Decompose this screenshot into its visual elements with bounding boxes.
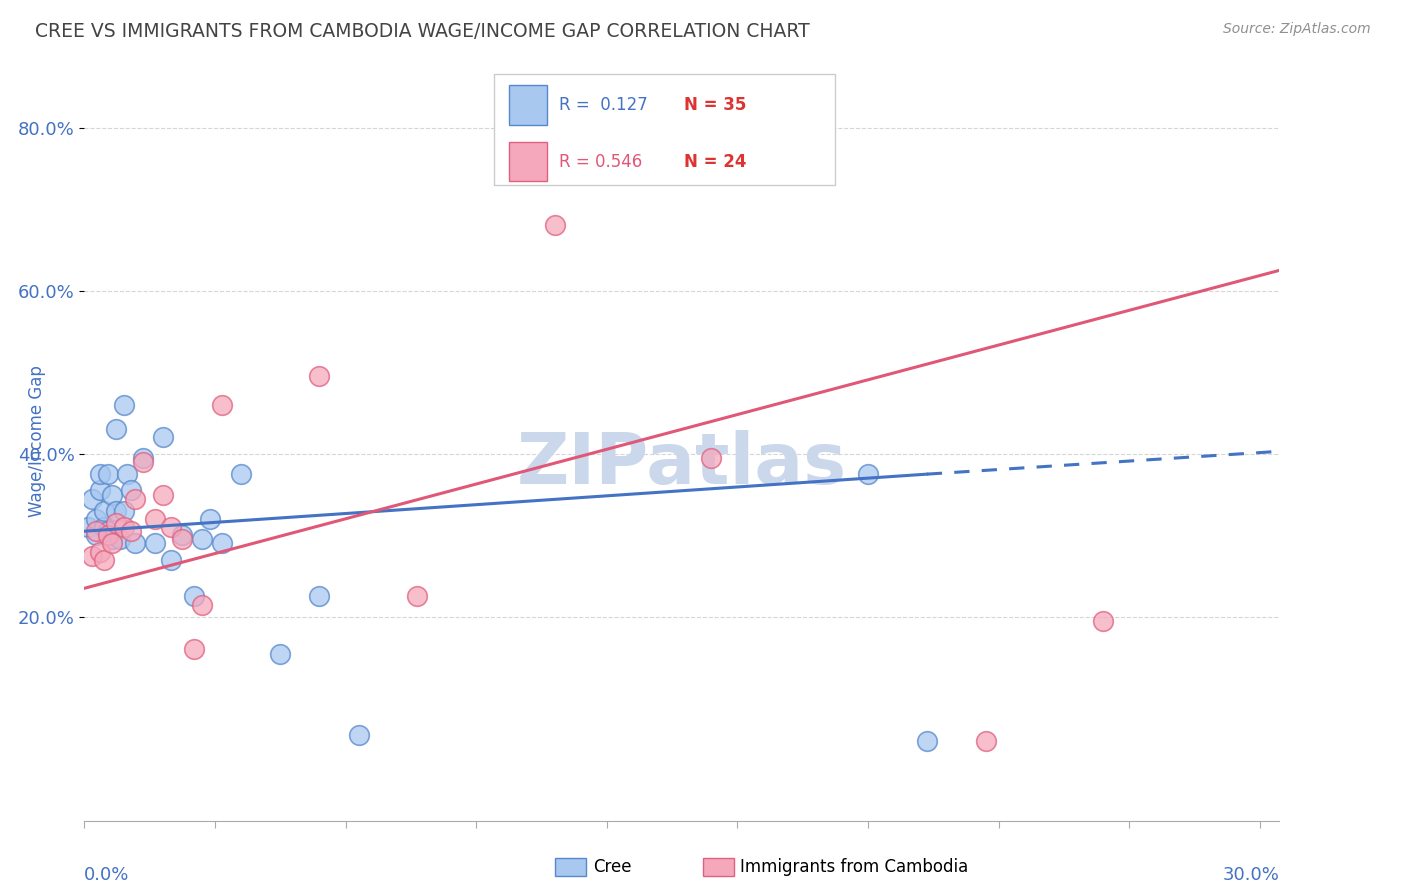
Point [1092,614,1115,628]
Point [108,533,131,547]
Point [229,467,252,482]
Text: Wage/Income Gap: Wage/Income Gap [28,366,45,517]
Point [112,520,135,534]
Point [159,553,181,567]
Text: 0.0%: 0.0% [84,866,129,884]
Point [120,524,142,539]
Point [974,733,997,747]
Point [132,455,155,469]
Point [124,536,146,550]
Point [152,430,174,444]
Text: N = 24: N = 24 [685,153,747,170]
Point [93,504,115,518]
Point [112,504,135,518]
Point [269,647,291,661]
Point [211,398,233,412]
Point [104,516,127,530]
FancyBboxPatch shape [495,74,835,186]
Point [132,450,155,465]
Text: CREE VS IMMIGRANTS FROM CAMBODIA WAGE/INCOME GAP CORRELATION CHART: CREE VS IMMIGRANTS FROM CAMBODIA WAGE/IN… [35,22,810,41]
Point [82,491,104,506]
FancyBboxPatch shape [509,85,547,125]
Point [543,219,565,233]
Point [915,733,938,747]
Point [101,536,124,550]
Point [101,533,124,547]
Text: ZIPatlas: ZIPatlas [517,430,846,499]
Point [112,398,135,412]
Point [89,467,111,482]
Point [406,590,429,604]
Point [700,450,723,465]
Text: 30.0%: 30.0% [1223,866,1279,884]
Point [104,422,127,436]
Point [77,520,100,534]
Point [308,590,330,604]
Point [120,483,142,498]
Point [159,520,181,534]
Point [198,512,221,526]
Point [183,590,205,604]
Text: Cree: Cree [593,858,631,876]
Point [347,728,370,742]
Text: R =  0.127: R = 0.127 [558,96,648,114]
Text: R = 0.546: R = 0.546 [558,153,643,170]
Point [101,487,124,501]
Point [191,533,214,547]
Point [84,512,107,526]
Point [308,369,330,384]
Point [97,524,120,539]
Point [117,467,139,482]
Text: Immigrants from Cambodia: Immigrants from Cambodia [740,858,967,876]
Point [183,642,205,657]
Text: Source: ZipAtlas.com: Source: ZipAtlas.com [1223,22,1371,37]
Point [211,536,233,550]
Point [856,467,879,482]
Point [82,549,104,563]
Point [152,487,174,501]
Point [124,491,146,506]
Point [97,467,120,482]
Point [143,512,166,526]
Point [172,533,194,547]
Text: N = 35: N = 35 [685,96,747,114]
Point [172,528,194,542]
Point [84,528,107,542]
Point [93,553,115,567]
Point [104,504,127,518]
Point [97,528,120,542]
Point [93,520,115,534]
Point [143,536,166,550]
Point [84,524,107,539]
Point [89,544,111,558]
Point [89,483,111,498]
FancyBboxPatch shape [509,142,547,181]
Point [191,598,214,612]
